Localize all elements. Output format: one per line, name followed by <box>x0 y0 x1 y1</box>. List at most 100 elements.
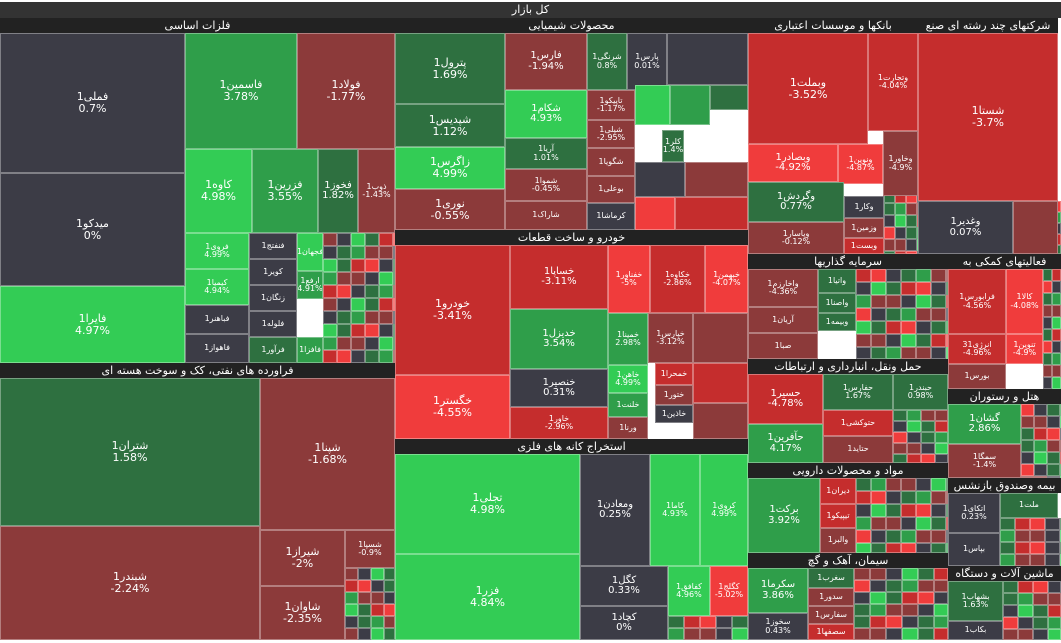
stock-tile[interactable] <box>635 85 670 125</box>
stock-tile[interactable]: شکام1 4.93% <box>505 90 587 138</box>
stock-tile[interactable]: وپاسار1 -0.12% <box>748 222 844 254</box>
sector-multidisciplinary-header[interactable]: شرکتهای چند رشته ای صنع <box>918 18 1058 33</box>
stock-tile[interactable]: میدکو1 0% <box>0 173 185 286</box>
stock-tile[interactable]: فافزا1 <box>297 337 323 363</box>
stock-tile[interactable]: فلوله1 <box>249 311 297 337</box>
stock-tile[interactable]: شگویا1 <box>587 148 635 176</box>
sector-mining-header[interactable]: استخراج کانه های فلزی <box>395 439 748 454</box>
stock-tile[interactable]: خبهمن1 -4.07% <box>705 245 748 313</box>
stock-tile[interactable]: خساپا1 -3.11% <box>510 245 608 309</box>
stock-tile[interactable] <box>667 33 748 85</box>
stock-tile[interactable]: پترول1 1.69% <box>395 33 505 104</box>
stock-tile[interactable]: نوری1 -0.55% <box>395 189 505 230</box>
stock-tile[interactable]: ورنا1 <box>608 417 648 439</box>
stock-tile[interactable] <box>693 363 748 403</box>
stock-tile[interactable]: خنصیر1 0.31% <box>510 369 608 407</box>
stock-tile[interactable]: کاوه1 4.98% <box>185 149 252 233</box>
stock-tile[interactable]: کرماشا1 <box>587 203 635 230</box>
stock-tile[interactable]: آریا1 1.01% <box>505 138 587 169</box>
stock-tile[interactable]: شتران1 1.58% <box>0 378 260 526</box>
stock-tile[interactable]: خودرو1 -3.41% <box>395 245 510 375</box>
stock-tile[interactable]: کویر1 <box>249 259 297 285</box>
stock-tile[interactable]: حآفرین1 4.17% <box>748 424 823 463</box>
stock-tile[interactable]: تجلی1 4.98% <box>395 454 580 554</box>
sector-hotel-header[interactable]: هتل و رستوران <box>948 389 1061 404</box>
stock-tile[interactable] <box>675 197 748 230</box>
stock-tile[interactable]: واصنا1 <box>818 293 856 313</box>
stock-tile[interactable]: شیراز1 -2% <box>260 530 345 586</box>
stock-tile[interactable]: فروی1 4.99% <box>185 233 249 269</box>
stock-tile[interactable]: فخوز1 1.82% <box>318 149 358 233</box>
stock-tile[interactable]: بورس1 <box>948 364 1006 389</box>
stock-tile[interactable]: دیران1 <box>820 478 856 504</box>
stock-tile[interactable]: آریان1 <box>748 307 818 333</box>
stock-tile[interactable]: شاوان1 -2.35% <box>260 586 345 640</box>
stock-tile[interactable]: وغدیر1 0.07% <box>918 201 1013 254</box>
sector-oil-products-header[interactable]: فراورده های نفتی، کک و سوخت هسته ای <box>0 363 395 378</box>
stock-tile[interactable]: فولاد1 -1.77% <box>297 33 395 149</box>
stock-tile[interactable]: سمگا1 -1.4% <box>948 444 1021 478</box>
stock-tile[interactable]: تاپیکو1 -1.17% <box>587 90 635 120</box>
stock-tile[interactable]: فنفتج1 <box>249 233 297 259</box>
stock-tile[interactable]: شبندر1 -2.24% <box>0 526 260 640</box>
stock-tile[interactable]: اتکای1 0.23% <box>948 493 1000 533</box>
stock-tile[interactable] <box>635 162 685 197</box>
stock-tile[interactable]: خدیزل1 3.54% <box>510 309 608 369</box>
stock-tile[interactable] <box>635 197 675 230</box>
stock-tile[interactable]: حتاید1 <box>823 436 893 463</box>
stock-tile[interactable]: تنوین1 -4.9% <box>1006 334 1043 364</box>
stock-tile[interactable]: حسیر1 -4.78% <box>748 374 823 424</box>
stock-tile[interactable]: فارس1 -1.94% <box>505 33 587 90</box>
stock-tile[interactable]: کگلج1 -5.02% <box>710 566 748 616</box>
stock-tile[interactable]: کیمیا1 4.94% <box>185 269 249 305</box>
stock-tile[interactable]: انرژی31 -4.96% <box>948 334 1006 364</box>
stock-tile[interactable]: سصفها1 <box>808 624 854 640</box>
stock-tile[interactable]: سدور1 <box>808 588 854 606</box>
stock-tile[interactable]: حتوکشی1 <box>823 410 893 436</box>
stock-tile[interactable]: فزرین1 3.55% <box>252 149 318 233</box>
stock-tile[interactable]: خلنت1 <box>608 393 648 417</box>
stock-tile[interactable] <box>670 85 710 125</box>
stock-tile[interactable]: کفافق1 4.96% <box>668 566 710 616</box>
sector-transport-header[interactable]: حمل ونقل، انبارداری و ارتباطات <box>748 359 948 374</box>
stock-tile[interactable]: شسپا1 -0.9% <box>345 530 395 568</box>
stock-tile[interactable]: ختور1 <box>655 385 693 405</box>
sector-pharma-header[interactable]: مواد و محصولات دارویی <box>748 463 948 478</box>
stock-tile[interactable]: کچاد1 0% <box>580 606 668 640</box>
stock-tile[interactable] <box>693 313 748 363</box>
stock-tile[interactable]: بپاس1 <box>948 533 1000 566</box>
stock-tile[interactable]: سفارس1 <box>808 606 854 624</box>
stock-tile[interactable]: واخارزم1 -4.36% <box>748 269 818 307</box>
sector-insurance-header[interactable]: بیمه وصندوق بازنشس <box>948 478 1061 493</box>
sector-cement-header[interactable]: سیمان، آهک و گچ <box>748 553 948 568</box>
stock-tile[interactable]: فجهان1 <box>297 233 323 271</box>
stock-tile[interactable]: شپلی1 -2.95% <box>587 120 635 148</box>
sector-auto-header[interactable]: خودرو و ساخت قطعات <box>395 230 748 245</box>
stock-tile[interactable]: ملت1 <box>1000 493 1058 518</box>
sector-investment-header[interactable]: سرمایه گذاریها <box>748 254 948 269</box>
stock-tile[interactable]: خمینا1 2.98% <box>608 313 648 365</box>
stock-tile[interactable]: والبر1 <box>820 528 856 553</box>
stock-tile[interactable]: بشهاب1 1.63% <box>948 581 1003 621</box>
stock-tile[interactable]: سغرب1 <box>808 568 854 588</box>
stock-tile[interactable]: ونوین1 -4.87% <box>838 144 883 184</box>
stock-tile[interactable]: کالا1 -4.08% <box>1006 269 1043 334</box>
stock-tile[interactable]: بکاب1 <box>948 621 1003 640</box>
stock-tile[interactable]: حفارس1 1.67% <box>823 374 893 410</box>
stock-tile[interactable]: فرآور1 <box>249 337 297 363</box>
sector-banks-header[interactable]: بانکها و موسسات اعتباری <box>748 18 918 33</box>
stock-tile[interactable]: زاگرس1 4.99% <box>395 147 505 189</box>
stock-tile[interactable]: خکاوه1 -2.86% <box>650 245 705 313</box>
stock-tile[interactable]: وتجارت1 -4.04% <box>868 33 918 131</box>
stock-tile[interactable]: واتیا1 <box>818 269 856 293</box>
stock-tile[interactable]: خاهن1 4.99% <box>608 365 648 393</box>
stock-tile[interactable]: وگردش1 0.77% <box>748 182 844 222</box>
stock-tile[interactable]: سخوز1 0.43% <box>748 613 808 640</box>
stock-tile[interactable]: وبملت1 -3.52% <box>748 33 868 144</box>
stock-tile[interactable] <box>685 162 748 197</box>
stock-tile[interactable]: بوعلی1 <box>587 176 635 203</box>
stock-tile[interactable]: وبیمه1 <box>818 313 856 331</box>
stock-tile[interactable]: وخاور1 -4.9% <box>883 131 918 196</box>
stock-tile[interactable]: فملی1 0.7% <box>0 33 185 173</box>
sector-basic-metals-header[interactable]: فلزات اساسی <box>0 18 395 33</box>
